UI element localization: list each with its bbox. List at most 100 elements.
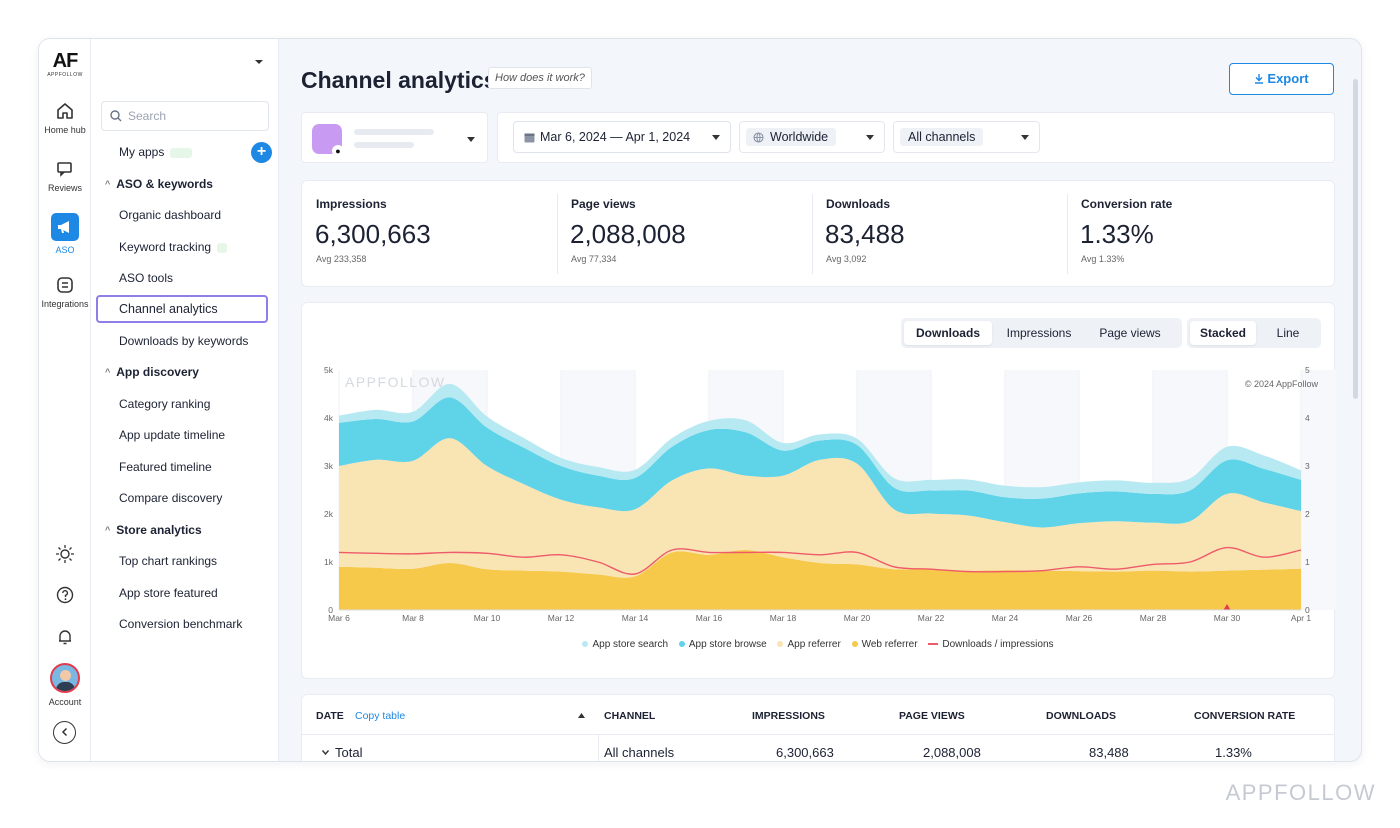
caret-down-icon <box>467 137 475 142</box>
sidebar-item-my-apps[interactable]: My apps <box>119 145 193 159</box>
x-tick-label: Mar 22 <box>918 613 945 623</box>
table-row-total[interactable]: Total <box>321 745 362 760</box>
y-tick-label-right: 2 <box>1305 509 1310 519</box>
rail-account[interactable]: Account <box>39 663 91 707</box>
app-selector[interactable]: ● <box>301 112 488 163</box>
caret-down-icon <box>1021 135 1029 140</box>
line-downloads-per-impressions <box>338 546 1302 575</box>
rail-aso[interactable]: ASO <box>39 213 91 255</box>
sidebar-item-app-update-timeline[interactable]: App update timeline <box>119 428 226 442</box>
legend-item[interactable]: App store search <box>582 639 668 650</box>
how-it-works-link[interactable]: How does it work? <box>488 67 592 89</box>
integrations-icon <box>57 277 73 293</box>
metric-toggle: Downloads Impressions Page views <box>901 318 1182 348</box>
caret-down-icon[interactable] <box>254 59 264 65</box>
sidebar-item-aso-tools[interactable]: ASO tools <box>119 271 174 285</box>
sidebar-item-app-store-featured[interactable]: App store featured <box>119 586 218 600</box>
x-tick-label: Mar 30 <box>1214 613 1241 623</box>
globe-icon <box>753 132 764 143</box>
sidebar-item-conversion-benchmark[interactable]: Conversion benchmark <box>119 617 243 631</box>
x-tick-label: Mar 8 <box>402 613 424 623</box>
column-header-date[interactable]: DATE <box>316 710 344 722</box>
scrollbar[interactable] <box>1353 79 1358 399</box>
page-title: Channel analytics <box>301 67 497 93</box>
chevron-up-icon: ^ <box>105 525 111 535</box>
section-app-discovery[interactable]: ^ App discovery <box>105 365 199 379</box>
rail-home-hub[interactable]: Home hub <box>39 101 91 135</box>
area-app-store-browse <box>339 397 1301 528</box>
tab-page-views[interactable]: Page views <box>1099 326 1161 340</box>
area-app-store-search <box>339 383 1301 499</box>
column-header-channel[interactable]: CHANNEL <box>604 710 656 722</box>
section-store-analytics[interactable]: ^ Store analytics <box>105 523 202 537</box>
grid-band <box>1301 370 1336 610</box>
add-app-button[interactable]: + <box>251 142 272 163</box>
copy-table-link[interactable]: Copy table <box>355 710 406 722</box>
sidebar-item-keyword-tracking[interactable]: Keyword tracking <box>119 240 228 254</box>
y-tick-label-left: 5k <box>324 365 334 375</box>
table-cell-page-views: 2,088,008 <box>923 745 981 760</box>
y-tick-label-right: 3 <box>1305 461 1310 471</box>
caret-down-icon <box>866 135 874 140</box>
search-icon <box>110 110 122 122</box>
divider <box>1067 194 1068 274</box>
rail-reviews[interactable]: Reviews <box>39 159 91 193</box>
home-icon <box>57 103 73 119</box>
filter-bar: ● Mar 6, 2024 — Apr 1, 2024 Worldwide <box>301 112 1335 163</box>
sidebar-item-featured-timeline[interactable]: Featured timeline <box>119 460 212 474</box>
chart-watermark: APPFOLLOW <box>345 374 446 390</box>
table-cell-channel: All channels <box>604 745 675 760</box>
sidebar-item-category-ranking[interactable]: Category ranking <box>119 397 211 411</box>
tab-impressions[interactable]: Impressions <box>1006 326 1072 340</box>
help-icon[interactable] <box>55 585 75 605</box>
rail-integrations[interactable]: Integrations <box>39 275 91 309</box>
chevron-left-icon <box>61 727 67 737</box>
sidebar-item-top-chart-rankings[interactable]: Top chart rankings <box>119 554 218 568</box>
date-range-select[interactable]: Mar 6, 2024 — Apr 1, 2024 <box>513 121 731 153</box>
sidebar-item-organic-dashboard[interactable]: Organic dashboard <box>119 208 222 222</box>
metric-downloads: Downloads 83,488 Avg 3,092 <box>812 181 1067 288</box>
search-input[interactable]: Search <box>101 101 269 131</box>
calendar-icon <box>524 133 535 143</box>
divider <box>302 734 1334 735</box>
column-header-impressions[interactable]: IMPRESSIONS <box>752 710 825 722</box>
legend-item[interactable]: Downloads / impressions <box>928 639 1054 650</box>
sidebar-item-compare-discovery[interactable]: Compare discovery <box>119 491 223 505</box>
sidebar-menu: Search My apps + ^ ASO & keywords Organic… <box>91 39 279 761</box>
sidebar-item-downloads-by-keywords[interactable]: Downloads by keywords <box>119 334 249 348</box>
column-header-page-views[interactable]: PAGE VIEWS <box>899 710 965 722</box>
notification-bell-icon[interactable] <box>55 627 75 647</box>
divider <box>557 194 558 274</box>
metric-page-views: Page views 2,088,008 Avg 77,334 <box>557 181 812 288</box>
tab-downloads[interactable]: Downloads <box>904 321 992 345</box>
export-button[interactable]: Export <box>1229 63 1334 95</box>
column-header-conversion-rate[interactable]: CONVERSION RATE <box>1194 710 1296 722</box>
area-web-referrer <box>339 549 1301 610</box>
channel-table: DATE Copy table CHANNEL IMPRESSIONS PAGE… <box>301 694 1335 761</box>
x-tick-label: Mar 12 <box>548 613 575 623</box>
metrics-summary: Impressions 6,300,663 Avg 233,358 Page v… <box>301 180 1335 287</box>
theme-sun-icon[interactable] <box>55 544 75 564</box>
sidebar-item-channel-analytics[interactable]: Channel analytics <box>96 295 268 323</box>
divider <box>812 194 813 274</box>
y-tick-label-left: 1k <box>324 557 334 567</box>
region-select[interactable]: Worldwide <box>739 121 885 153</box>
collapse-sidebar-button[interactable] <box>53 721 76 744</box>
table-cell-conversion-rate: 1.33% <box>1215 745 1252 760</box>
apple-icon: ● <box>332 145 344 157</box>
divider <box>598 735 599 761</box>
section-aso-keywords[interactable]: ^ ASO & keywords <box>105 177 213 191</box>
app-logo[interactable]: AF APPFOLLOW <box>47 50 83 78</box>
legend-item[interactable]: Web referrer <box>851 639 918 650</box>
column-header-downloads[interactable]: DOWNLOADS <box>1046 710 1116 722</box>
downloads-chart[interactable]: APPFOLLOW © 2024 AppFollow 0 1k 2k 3k 4k 5k 0 1 2 3… <box>302 303 1336 633</box>
channel-select[interactable]: All channels <box>893 121 1040 153</box>
tab-stacked[interactable]: Stacked <box>1190 321 1256 345</box>
sort-up-icon[interactable] <box>578 713 585 718</box>
chart-card: Downloads Impressions Page views Stacked… <box>301 302 1336 679</box>
legend-item[interactable]: App store browse <box>678 639 767 650</box>
tab-line[interactable]: Line <box>1276 326 1300 340</box>
legend-item[interactable]: App referrer <box>777 639 841 650</box>
area-app-referrer <box>339 438 1301 578</box>
avatar[interactable] <box>50 663 80 693</box>
